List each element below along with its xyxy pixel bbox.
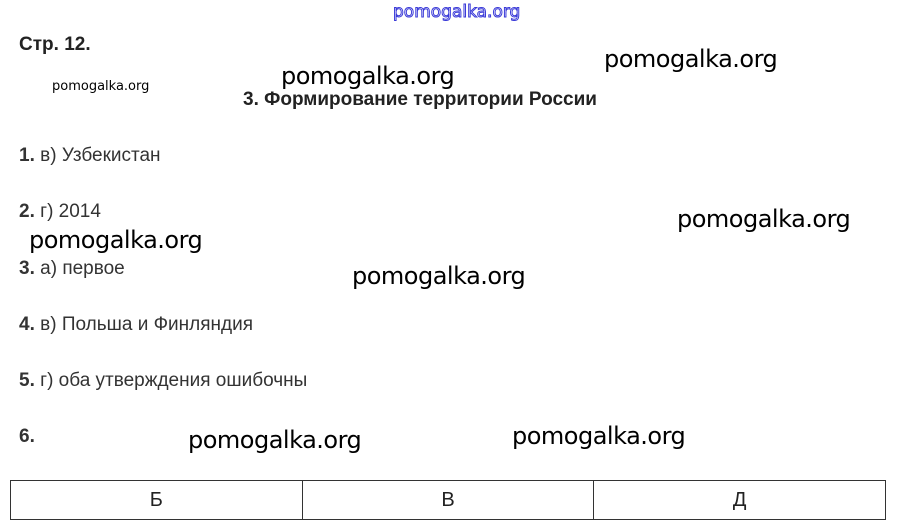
answer-2: 2. г) 2014	[19, 201, 101, 223]
answer-text: а) первое	[40, 258, 125, 279]
answer-1: 1. в) Узбекистан	[19, 145, 161, 167]
answer-table: Б В Д	[10, 480, 886, 520]
answer-number: 2.	[19, 201, 35, 222]
page-title: 3. Формирование территории России	[243, 89, 597, 110]
watermark: pomogalka.org	[677, 205, 851, 233]
table-cell: Б	[10, 480, 303, 520]
page-label: Стр. 12.	[19, 34, 91, 55]
watermark: pomogalka.org	[281, 62, 455, 90]
answer-4: 4. в) Польша и Финляндия	[19, 314, 253, 336]
answer-text: в) Польша и Финляндия	[40, 314, 254, 335]
answer-text: в) Узбекистан	[40, 145, 161, 166]
answer-number: 5.	[19, 370, 35, 391]
table-cell: В	[301, 480, 595, 520]
table-cell: Д	[593, 480, 886, 520]
answer-text: г) оба утверждения ошибочны	[40, 370, 308, 391]
watermark: pomogalka.org	[512, 422, 686, 450]
answer-number: 1.	[19, 145, 35, 166]
watermark: pomogalka.org	[52, 79, 150, 94]
watermark: pomogalka.org	[604, 45, 778, 73]
answer-5: 5. г) оба утверждения ошибочны	[19, 370, 307, 392]
watermark: pomogalka.org	[188, 426, 362, 454]
answer-number: 6.	[19, 426, 35, 447]
top-watermark: pomogalka.org	[392, 2, 521, 23]
watermark: pomogalka.org	[352, 262, 526, 290]
answer-text: г) 2014	[40, 201, 101, 222]
answer-number: 3.	[19, 258, 35, 279]
answer-6: 6.	[19, 426, 35, 448]
answer-number: 4.	[19, 314, 35, 335]
table-row: Б В Д	[10, 480, 886, 520]
watermark: pomogalka.org	[29, 226, 203, 254]
answer-3: 3. а) первое	[19, 258, 125, 280]
